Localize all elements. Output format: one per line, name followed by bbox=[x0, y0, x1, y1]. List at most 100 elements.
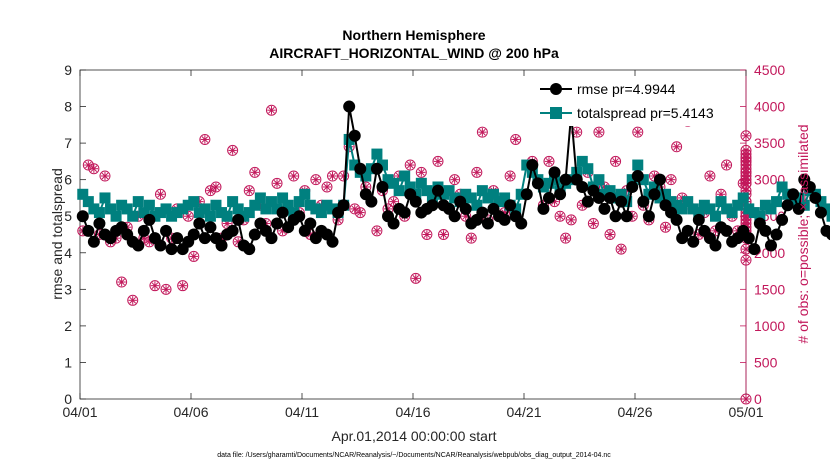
x-tick-label: 04/06 bbox=[173, 404, 208, 420]
totalspread-point bbox=[199, 203, 211, 215]
rmse-point bbox=[559, 173, 572, 186]
obs-point bbox=[116, 276, 128, 288]
totalspread-point bbox=[493, 196, 505, 208]
rmse-point bbox=[498, 213, 511, 226]
x-tick-label: 04/01 bbox=[62, 404, 97, 420]
obs-point bbox=[740, 155, 752, 167]
obs-point bbox=[740, 254, 752, 266]
obs-point bbox=[565, 214, 577, 226]
totalspread-point bbox=[626, 174, 638, 186]
obs-point bbox=[410, 272, 422, 284]
rmse-point bbox=[542, 191, 555, 204]
rmse-point bbox=[215, 239, 228, 252]
totalspread-point bbox=[105, 203, 117, 215]
totalspread-point bbox=[698, 199, 710, 211]
totalspread-point bbox=[166, 210, 178, 222]
obs-point bbox=[349, 203, 361, 215]
obs-point bbox=[421, 229, 433, 240]
obs-point bbox=[227, 144, 239, 156]
rmse-point bbox=[520, 188, 533, 201]
x-tick-label: 04/21 bbox=[506, 404, 541, 420]
obs-point bbox=[465, 232, 477, 244]
totalspread-point bbox=[776, 181, 788, 193]
totalspread-point bbox=[615, 188, 627, 200]
rmse-point bbox=[653, 173, 666, 186]
totalspread-point bbox=[210, 199, 222, 211]
rmse-point bbox=[82, 224, 95, 237]
obs-point bbox=[571, 126, 583, 138]
obs-point bbox=[321, 181, 333, 193]
totalspread-point bbox=[204, 210, 216, 222]
totalspread-point bbox=[177, 203, 189, 215]
totalspread-point bbox=[271, 203, 283, 215]
x-tick-label: 04/11 bbox=[285, 404, 319, 420]
rmse-point bbox=[515, 217, 528, 230]
x-axis-ticks: 04/01 04/06 04/11 04/16 04/21 04/26 05/01 bbox=[62, 70, 764, 420]
y-axis-label-left: rmse and totalspread bbox=[49, 168, 65, 300]
rmse-point bbox=[526, 159, 539, 172]
totalspread-point bbox=[687, 203, 699, 215]
totalspread-point bbox=[382, 174, 394, 186]
rmse-point bbox=[337, 199, 350, 212]
rmse-point bbox=[93, 217, 106, 230]
totalspread-point bbox=[304, 199, 316, 211]
totalspread-point bbox=[188, 196, 200, 208]
left-tick-label: 9 bbox=[64, 62, 72, 78]
totalspread-point bbox=[665, 196, 677, 208]
obs-point bbox=[327, 170, 339, 182]
obs-point bbox=[476, 126, 488, 138]
y-axis-label-right: # of obs: o=possible; ×=assimilated bbox=[795, 124, 811, 343]
left-tick-label: 3 bbox=[64, 281, 72, 297]
totalspread-point bbox=[415, 177, 427, 189]
totalspread-point bbox=[399, 170, 411, 182]
right-tick-label: 1000 bbox=[754, 318, 785, 334]
totalspread-point bbox=[227, 196, 239, 208]
totalspread-point bbox=[265, 196, 277, 208]
obs-point bbox=[740, 130, 752, 142]
totalspread-point bbox=[182, 199, 194, 211]
x-tick-label: 04/26 bbox=[617, 404, 652, 420]
rmse-point bbox=[720, 224, 733, 237]
obs-point bbox=[127, 294, 139, 306]
rmse-point bbox=[598, 202, 611, 215]
totalspread-point bbox=[132, 196, 144, 208]
rmse-point bbox=[670, 213, 683, 226]
obs-point bbox=[660, 221, 672, 233]
totalspread-point bbox=[576, 155, 588, 167]
rmse-point bbox=[742, 232, 755, 245]
rmse-point bbox=[626, 180, 639, 193]
rmse-point bbox=[87, 235, 100, 248]
totalspread-point bbox=[765, 203, 777, 215]
totalspread-point bbox=[438, 188, 450, 200]
rmse-point bbox=[271, 217, 284, 230]
left-tick-label: 6 bbox=[64, 172, 72, 188]
totalspread-point bbox=[254, 192, 266, 204]
totalspread-point bbox=[221, 210, 233, 222]
legend-rmse-marker bbox=[550, 83, 562, 95]
obs-point bbox=[740, 393, 752, 405]
totalspread-point bbox=[260, 203, 272, 215]
rmse-point bbox=[803, 180, 816, 193]
totalspread-point bbox=[388, 177, 400, 189]
obs-point bbox=[415, 166, 427, 178]
totalspread-point bbox=[160, 203, 172, 215]
totalspread-point bbox=[754, 210, 766, 222]
obs-point bbox=[604, 229, 616, 240]
obs-point bbox=[704, 170, 716, 182]
totalspread-point bbox=[116, 199, 128, 211]
totalspread-point bbox=[798, 199, 810, 211]
rmse-point bbox=[304, 217, 317, 230]
rmse-point bbox=[187, 228, 200, 241]
totalspread-point bbox=[232, 203, 244, 215]
rmse-point bbox=[642, 210, 655, 223]
rmse-point bbox=[604, 191, 617, 204]
totalspread-point bbox=[93, 207, 105, 219]
totalspread-point bbox=[771, 196, 783, 208]
x-tick-label: 04/16 bbox=[395, 404, 430, 420]
x-axis-label: Apr.01,2014 00:00:00 start bbox=[331, 428, 496, 444]
totalspread-point bbox=[737, 192, 749, 204]
rmse-point bbox=[365, 195, 378, 208]
rmse-point bbox=[776, 213, 789, 226]
totalspread-point bbox=[171, 207, 183, 219]
totalspread-point bbox=[138, 207, 150, 219]
